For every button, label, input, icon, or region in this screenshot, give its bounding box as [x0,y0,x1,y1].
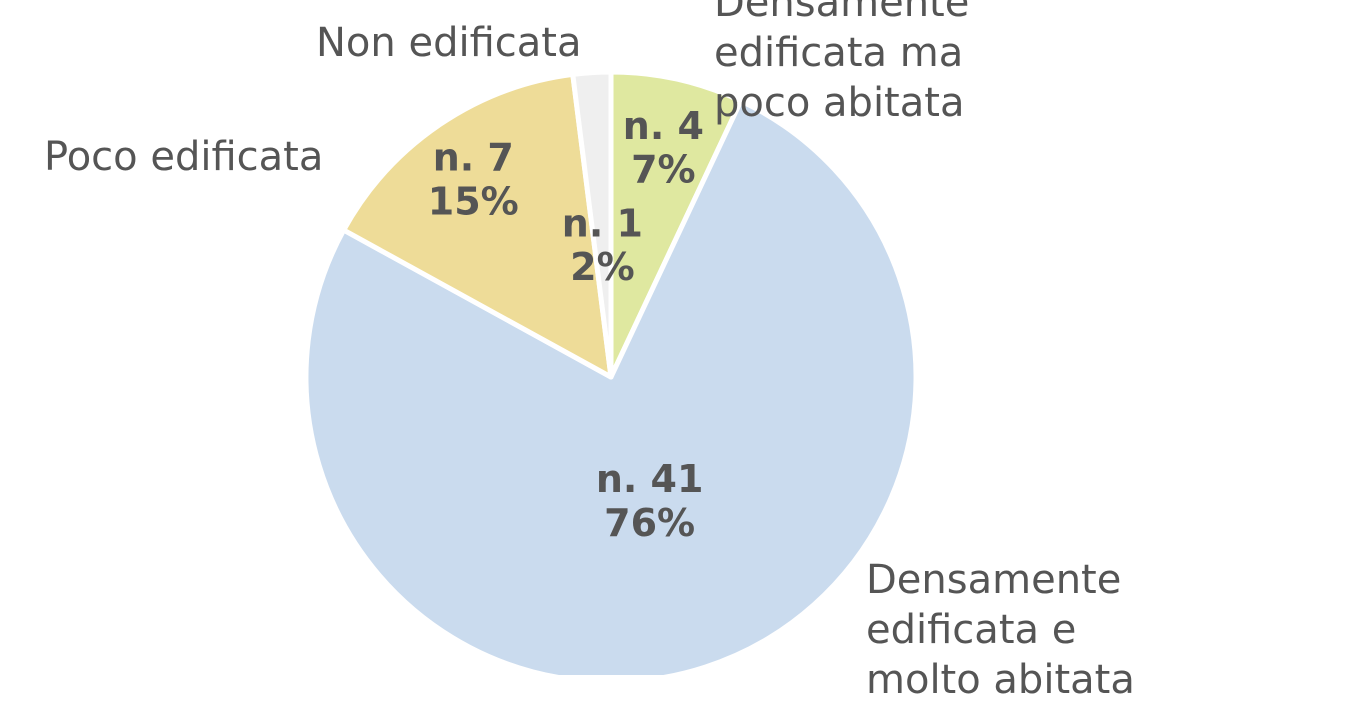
count-label: n. 1 [562,201,643,245]
page: {"chart_data": {"type": "pie", "categori… [44,0,1135,703]
data-label: n. 4 7% [623,104,704,192]
pie-slice [570,69,614,380]
value-label: 7% [631,148,696,192]
pie-slice [341,71,614,380]
count-label: n. 7 [433,136,514,180]
category-label: Non edificata [316,20,582,66]
category-label: Poco edificata [44,134,324,180]
data-label: n. 7 15% [428,136,519,224]
chart: n. 4 7% n. 41 76% n. 7 15% n. 1 2% [303,69,919,675]
value-label: 15% [428,179,519,223]
value-label: 2% [570,245,635,289]
category-label: Densamente edificata ma poco abitata [714,0,970,126]
pie-slice [608,69,744,380]
data-label: n. 1 2% [562,201,643,289]
pie-slice [303,98,919,675]
value-label: 76% [604,501,695,545]
data-label: n. 41 76% [596,457,704,545]
count-label: n. 4 [623,104,704,148]
count-label: n. 41 [596,457,704,501]
category-label: Densamente edificata e molto abitata [866,557,1135,703]
